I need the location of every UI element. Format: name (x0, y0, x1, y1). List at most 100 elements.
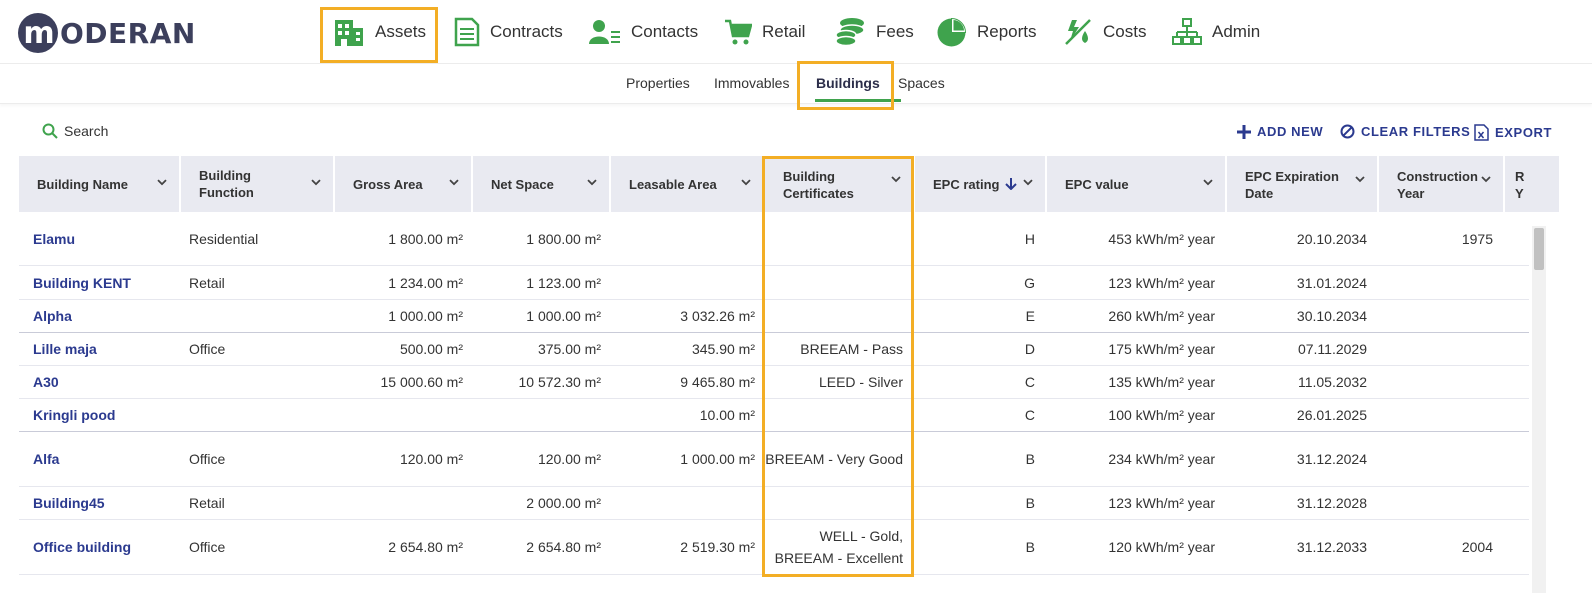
nav-reports[interactable]: Reports (936, 0, 1037, 64)
building-name-link[interactable]: Building45 (33, 495, 105, 511)
cell-function: Office (189, 451, 226, 467)
column-header-building-certificates[interactable]: Building Certificates (765, 156, 913, 212)
column-header-epc-rating[interactable]: EPC rating (915, 156, 1045, 212)
clear-filters-button[interactable]: CLEAR FILTERS (1340, 124, 1470, 139)
plus-icon (1237, 124, 1251, 139)
column-header-epc-expiration-date[interactable]: EPC Expiration Date (1227, 156, 1377, 212)
nav-retail[interactable]: Retail (724, 0, 805, 64)
nav-contracts-label: Contracts (490, 22, 563, 41)
cell-epc-value: 123 kWh/m² year (1108, 274, 1215, 291)
column-header-building-name[interactable]: Building Name (19, 156, 179, 212)
subnav-spaces[interactable]: Spaces (898, 75, 945, 91)
logo-mark: m (18, 13, 58, 53)
cell-net: 375.00 m² (537, 341, 601, 357)
moderan-logo[interactable]: m ODERAN (18, 12, 196, 54)
column-header-leasable-area[interactable]: Leasable Area (611, 156, 763, 212)
cell-leasable: 9 465.80 m² (680, 374, 755, 390)
column-header-epc-value[interactable]: EPC value (1047, 156, 1225, 212)
cell-epc-value: 260 kWh/m² year (1108, 308, 1215, 324)
scrollbar-thumb[interactable] (1534, 228, 1544, 270)
building-name-link[interactable]: Elamu (33, 230, 76, 247)
nav-fees[interactable]: Fees (834, 0, 914, 64)
cell-name[interactable]: Office building (33, 520, 131, 574)
table-row[interactable]: A30 15 000.60 m² 10 572.30 m² 9 465.80 m² LE… (19, 366, 1529, 399)
nav-reports-label: Reports (977, 22, 1037, 41)
cell-epc-rating: B (1025, 451, 1035, 467)
search-label: Search (64, 123, 109, 139)
vertical-scrollbar[interactable] (1532, 226, 1546, 593)
cell-net: 1 000.00 m² (526, 308, 601, 324)
column-header-label: Building Certificates (783, 169, 854, 201)
contacts-icon (589, 20, 620, 44)
cell-epc-exp: 31.12.2024 (1296, 451, 1367, 467)
column-header-net-space[interactable]: Net Space (473, 156, 609, 212)
cell-epc-rating: E (1025, 308, 1035, 324)
cell-certs: LEED - Silver (818, 374, 903, 390)
column-header-ry[interactable]: R Y (1505, 156, 1559, 212)
cell-name[interactable]: Alpha (33, 300, 72, 332)
cell-function: Residential (189, 230, 259, 247)
nav-admin-label: Admin (1212, 22, 1261, 41)
cell-name[interactable]: Building45 (33, 487, 105, 519)
cell-leasable: 1 000.00 m² (680, 451, 755, 467)
cell-name[interactable]: Alfa (33, 432, 59, 486)
column-header-building-function[interactable]: Building Function (181, 156, 333, 212)
nav-costs[interactable]: Costs (1063, 0, 1146, 64)
nav-contacts[interactable]: Contacts (589, 0, 698, 64)
cell-epc-exp: 26.01.2025 (1296, 407, 1367, 423)
cell-name[interactable]: A30 (33, 366, 59, 398)
nav-contracts[interactable]: Contracts (454, 0, 563, 64)
cell-epc-value: 100 kWh/m² year (1108, 407, 1215, 423)
cell-certs: BREEAM - Pass (800, 341, 903, 357)
building-name-link[interactable]: Kringli pood (33, 407, 116, 423)
cell-gross: 1 800.00 m² (388, 230, 463, 247)
cell-epc-exp: 11.05.2032 (1297, 374, 1367, 390)
chevron-down-icon (449, 179, 459, 186)
subnav-buildings[interactable]: Buildings (816, 75, 880, 91)
table-row[interactable]: Elamu Residential 1 800.00 m² 1 800.00 m² H 4… (19, 212, 1529, 266)
subnav-immovables[interactable]: Immovables (714, 75, 790, 91)
column-header-gross-area[interactable]: Gross Area (335, 156, 471, 212)
chevron-down-icon (587, 179, 597, 186)
coins-icon (835, 18, 865, 47)
cell-epc-rating: B (1025, 495, 1035, 511)
cell-year: 2004 (1461, 539, 1493, 555)
cell-net: 2 654.80 m² (526, 539, 601, 555)
table-row[interactable]: Alfa Office 120.00 m² 120.00 m² 1 000.00 m² B… (19, 432, 1529, 487)
column-header-construction-year[interactable]: Construction Year (1379, 156, 1503, 212)
column-header-label: Construction Year (1397, 169, 1478, 201)
nav-admin[interactable]: Admin (1172, 0, 1260, 64)
building-name-link[interactable]: Alfa (33, 451, 60, 467)
table-row[interactable]: Building45 Retail 2 000.00 m² B 123 kWh/m² y… (19, 487, 1529, 520)
building-name-link[interactable]: Lille maja (33, 341, 97, 357)
table-row[interactable]: Kringli pood 10.00 m² C 100 kWh/m² year 26.0… (19, 399, 1529, 432)
table-row[interactable]: Lille maja Office 500.00 m² 375.00 m² 345.90… (19, 333, 1529, 366)
cell-name[interactable]: Lille maja (33, 333, 97, 365)
chevron-down-icon (311, 179, 321, 186)
table-row[interactable]: Building KENT Retail 1 234.00 m² 1 123.00 m… (19, 266, 1529, 300)
subnav-properties[interactable]: Properties (626, 75, 690, 91)
column-header-label: EPC Expiration Date (1245, 169, 1339, 201)
export-button[interactable]: EXPORT (1474, 124, 1552, 141)
certificate-line: BREEAM - Excellent (774, 550, 903, 566)
search-toggle[interactable]: Search (42, 123, 108, 139)
table-row[interactable]: Office building Office 2 654.80 m² 2 654.80… (19, 520, 1529, 575)
table-row[interactable]: Alpha 1 000.00 m² 1 000.00 m² 3 032.26 m² E 2… (19, 300, 1529, 333)
building-name-link[interactable]: Office building (33, 539, 131, 555)
cell-net: 1 800.00 m² (526, 230, 601, 247)
chevron-down-icon (157, 179, 167, 186)
column-header-label: Leasable Area (629, 176, 717, 192)
building-name-link[interactable]: A30 (33, 374, 59, 390)
add-new-button[interactable]: ADD NEW (1237, 124, 1323, 139)
column-header-label: Net Space (491, 176, 554, 192)
cell-name[interactable]: Kringli pood (33, 399, 115, 431)
cell-gross: 1 000.00 m² (388, 308, 463, 324)
nav-assets[interactable]: Assets (333, 0, 426, 64)
cell-name[interactable]: Elamu (33, 212, 75, 265)
building-name-link[interactable]: Building KENT (33, 274, 131, 291)
cell-name[interactable]: Building KENT (33, 266, 131, 299)
cell-epc-value: 234 kWh/m² year (1108, 451, 1215, 467)
building-name-link[interactable]: Alpha (33, 308, 72, 324)
sort-desc-icon[interactable] (1005, 178, 1018, 190)
cell-epc-exp: 07.11.2029 (1297, 341, 1367, 357)
